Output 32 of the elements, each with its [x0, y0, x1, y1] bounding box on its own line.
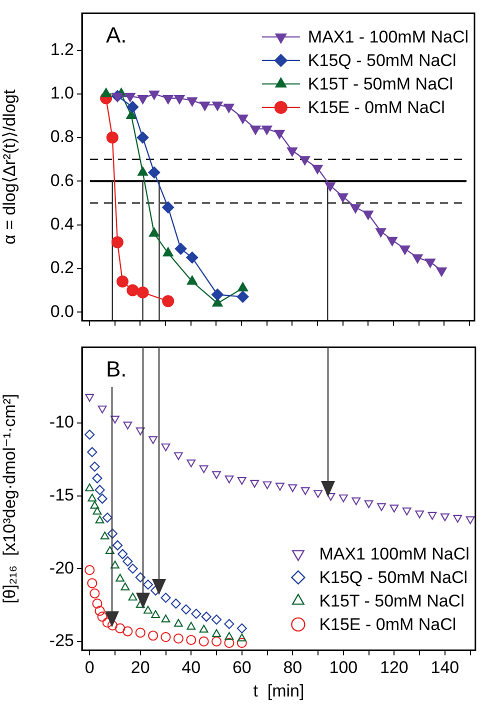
y-tick-label: 0.4 — [50, 214, 74, 234]
x-tick-label: 0 — [84, 658, 94, 678]
x-tick-label: 60 — [232, 658, 252, 678]
y-tick-label: -10 — [49, 412, 74, 432]
legend-label: MAX1 100mM NaCl — [319, 544, 470, 564]
y-tick-label: 0.8 — [50, 127, 74, 146]
y-axis-title: α = dlog⟨Δr²(t)⟩/dlogt — [0, 89, 19, 244]
legend-label: K15Q - 50mM NaCl — [308, 51, 456, 70]
x-tick-label: 140 — [430, 658, 460, 678]
y-axis-title: [θ]₂₁₆ [x10³deg·dmol⁻¹·cm²] — [0, 394, 19, 604]
legend-label: K15Q - 50mM NaCl — [319, 568, 468, 588]
y-tick-label: 1.2 — [50, 40, 74, 59]
y-tick-label: 0.6 — [50, 170, 74, 190]
y-tick-label: 0.2 — [50, 258, 74, 278]
x-tick-label: 100 — [329, 658, 358, 678]
x-tick-label: 80 — [283, 658, 302, 678]
y-tick-label: 1.0 — [50, 84, 74, 103]
x-axis-title: t [min] — [253, 681, 304, 700]
x-tick-label: 40 — [182, 658, 201, 678]
x-tick-label: 120 — [380, 658, 408, 678]
legend-label: K15T - 50mM NaCl — [308, 74, 454, 94]
y-tick-label: -25 — [49, 631, 74, 650]
x-tick-label: 20 — [130, 658, 150, 678]
legend-label: MAX1 - 100mM NaCl — [308, 28, 469, 47]
legend-label: K15T - 50mM NaCl — [319, 592, 464, 611]
legend-label: K15E - 0mM NaCl — [308, 98, 445, 118]
y-tick-label: -20 — [49, 558, 74, 578]
y-tick-label: -15 — [49, 485, 74, 504]
legend-label: K15E - 0mM NaCl — [319, 615, 456, 634]
annotation: B. — [106, 356, 127, 382]
annotation: A. — [106, 22, 127, 48]
y-tick-label: 0.0 — [50, 302, 74, 321]
